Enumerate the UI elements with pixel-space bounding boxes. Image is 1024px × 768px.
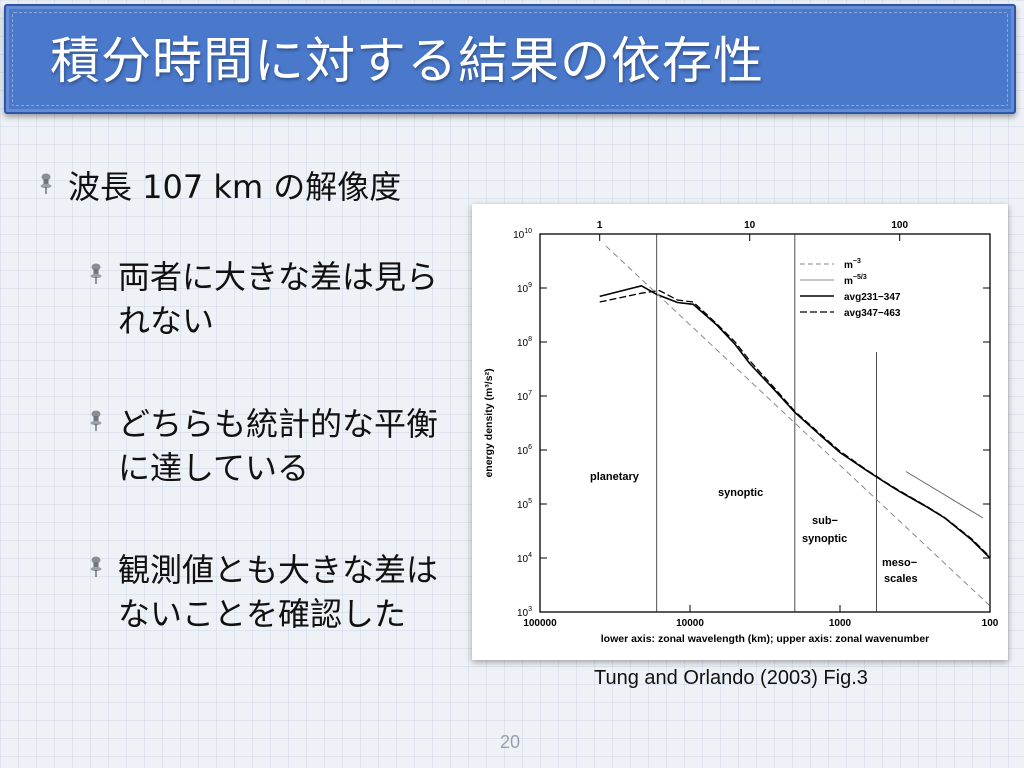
region-label-planetary: planetary (590, 471, 640, 483)
region-label-synoptic2: synoptic (802, 533, 847, 545)
y-tick-label: 105 (517, 498, 532, 511)
bullet-item: 波長 107 km の解像度 (68, 168, 402, 206)
y-tick-label: 1010 (513, 228, 532, 241)
y-tick-label: 106 (517, 444, 532, 457)
legend: m−3 m−5/3 avg231−347 avg347−463 (800, 258, 901, 319)
pushpin-icon (90, 263, 102, 284)
energy-spectrum-chart: 103 104 105 106 107 108 109 1010 100000 10000 100… (483, 220, 999, 645)
page-number: 20 (500, 732, 521, 752)
legend-label: avg231−347 (844, 292, 901, 303)
sub-bullet-item: 観測値とも大きな差はないことを確認した (118, 551, 439, 633)
x-lower-tick-label: 1000 (829, 618, 852, 629)
x-axis-label: lower axis: zonal wavelength (km); upper… (601, 633, 930, 645)
legend-label: m−3 (844, 258, 861, 271)
sub-bullet-item: 両者に大きな差は見られない (118, 258, 439, 340)
series-line (599, 284, 991, 559)
pushpin-icon (40, 173, 52, 194)
x-lower-tick-label: 100000 (523, 618, 557, 629)
y-tick-label: 107 (517, 390, 532, 403)
series-line (599, 289, 991, 558)
x-upper-tick-label: 10 (744, 220, 756, 231)
y-tick-label: 109 (517, 282, 532, 295)
y-tick-label: 104 (517, 552, 532, 565)
y-tick-label: 108 (517, 336, 532, 349)
x-lower-tick-label: 10000 (676, 618, 704, 629)
x-upper-tick-label: 100 (891, 220, 908, 231)
x-upper-tick-label: 1 (597, 220, 603, 231)
region-label-synoptic: synoptic (718, 487, 763, 499)
y-axis-label: energy density (m³/s²) (483, 368, 495, 477)
pushpin-icon (90, 556, 102, 577)
plot-frame (539, 233, 991, 613)
slide-title: 積分時間に対する結果の依存性 (50, 32, 764, 90)
title-bar: 積分時間に対する結果の依存性 (4, 4, 1016, 114)
region-label-meso: meso− (882, 557, 917, 569)
legend-label: m−5/3 (844, 274, 867, 287)
series-line (605, 245, 991, 607)
sub-bullet-item: どちらも統計的な平衡に達している (118, 405, 439, 487)
figure-caption: Tung and Orlando (2003) Fig.3 (594, 667, 868, 689)
x-lower-tick-label: 100 (982, 618, 999, 629)
spectrum-figure: 103 104 105 106 107 108 109 1010 100000 10000 100… (472, 204, 1008, 660)
series-line (905, 471, 984, 519)
legend-label: avg347−463 (844, 308, 901, 319)
y-tick-label: 103 (517, 606, 532, 619)
pushpin-icon (90, 410, 102, 431)
region-label-scales: scales (884, 573, 918, 585)
region-label-sub: sub− (812, 515, 838, 527)
